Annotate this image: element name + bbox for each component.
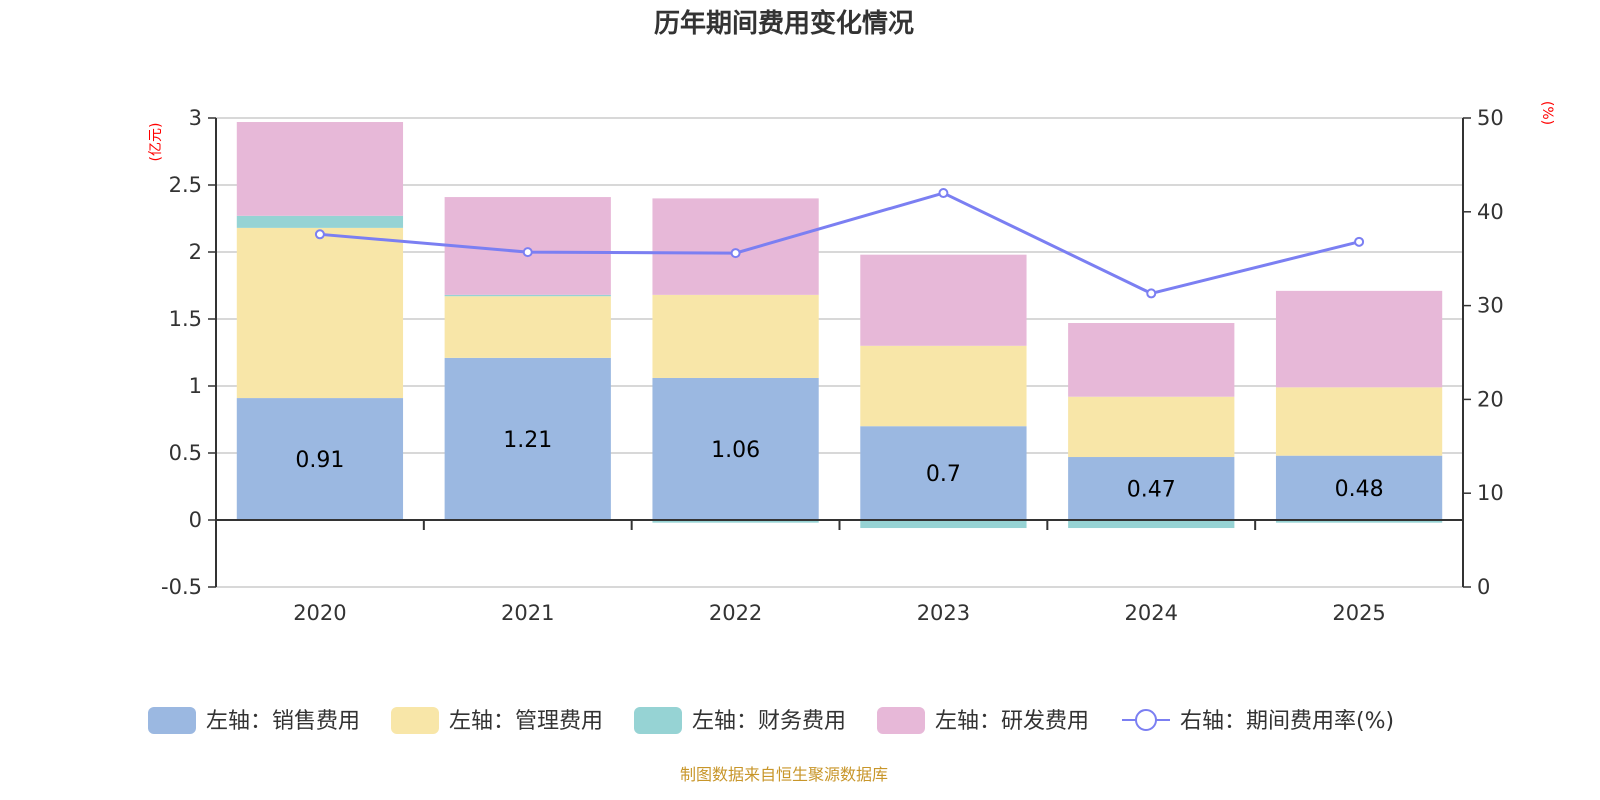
right-axis-unit: (%) (1539, 101, 1555, 125)
rate-point (314, 229, 325, 240)
left-axis-tick-label: 2.5 (169, 173, 202, 197)
bar-segment--2021 (444, 357, 611, 520)
right-axis-tick-label: 40 (1477, 200, 1504, 224)
data-label: 0.48 (1335, 477, 1384, 502)
legend-circle-icon (1135, 709, 1157, 731)
legend-swatch (148, 707, 196, 734)
bar-segment--2020 (236, 215, 404, 228)
bar-segment--2025 (1275, 455, 1443, 520)
legend-swatch (391, 707, 439, 734)
bar-segment--2022 (652, 198, 819, 295)
left-axis-tick-label: 3 (189, 106, 202, 130)
data-labels: 0.91 1.21 1.06 0.7 0.47 0.48 (295, 428, 1383, 503)
bar-segment--2022 (652, 294, 819, 378)
left-axis-unit: (亿元) (148, 123, 164, 162)
rate-line (319, 191, 1360, 295)
bar-segment--2024 (1068, 520, 1235, 529)
bar-segment--2023 (860, 520, 1027, 529)
left-axis-tick-label: 1.5 (169, 307, 202, 331)
x-axis-tick-label: 2023 (917, 601, 970, 625)
right-axis-tick-label: 50 (1477, 106, 1504, 130)
bar-segment--2025 (1275, 520, 1443, 523)
x-axis-tick-label: 2024 (1125, 601, 1178, 625)
bar-segment--2020 (236, 122, 404, 216)
bar-segment--2024 (1068, 457, 1235, 520)
rate-point (1146, 288, 1157, 299)
rate-point (1354, 236, 1365, 247)
right-axis-tick-label: 10 (1477, 481, 1504, 505)
legend: 左轴：销售费用 左轴：管理费用 左轴：财务费用 左轴：研发费用 右轴：期间费用率(%) (148, 707, 1394, 734)
bar-segment--2020 (236, 398, 404, 520)
bar-series (236, 122, 1443, 529)
legend-swatch (877, 707, 925, 734)
bar-segment--2024 (1068, 396, 1235, 458)
bar-segment--2021 (444, 296, 611, 358)
rate-point (730, 248, 741, 259)
right-axis-tick-label: 30 (1477, 294, 1504, 318)
left-axis-tick-label: -0.5 (161, 575, 202, 599)
source-note: 制图数据来自恒生聚源数据库 (680, 765, 888, 784)
x-axis-tick-label: 2025 (1332, 601, 1385, 625)
data-label: 1.06 (711, 438, 760, 463)
left-axis-tick-label: 0.5 (169, 441, 202, 465)
bar-segment--2023 (860, 426, 1027, 520)
legend-swatch (634, 707, 682, 734)
legend-label: 左轴：财务费用 (692, 709, 846, 734)
data-label: 0.7 (926, 462, 961, 487)
left-axis-tick-label: 2 (189, 240, 202, 264)
rate-point (522, 247, 533, 258)
legend-label: 左轴：销售费用 (206, 709, 360, 734)
chart-title: 历年期间费用变化情况 (654, 8, 914, 39)
rate-point (938, 188, 949, 199)
rate-line-series (314, 188, 1365, 299)
bar-segment--2023 (860, 345, 1027, 427)
bar-segment--2020 (236, 227, 404, 399)
legend-label: 左轴：研发费用 (935, 709, 1089, 734)
x-axis-tick-label: 2020 (293, 601, 346, 625)
bar-segment--2025 (1275, 290, 1443, 388)
legend-label: 左轴：管理费用 (449, 709, 603, 734)
right-axis-tick-label: 0 (1477, 575, 1490, 599)
bar-segment--2024 (1068, 323, 1235, 397)
left-axis-tick-label: 1 (189, 374, 202, 398)
bar-segment--2025 (1275, 387, 1443, 456)
data-label: 1.21 (503, 428, 552, 453)
x-axis-tick-label: 2022 (709, 601, 762, 625)
bar-segment--2022 (652, 520, 819, 523)
x-axis-tick-label: 2021 (501, 601, 554, 625)
right-axis-tick-label: 20 (1477, 387, 1504, 411)
bar-segment--2021 (444, 294, 611, 297)
left-axis-tick-label: 0 (189, 508, 202, 532)
bar-segment--2023 (860, 254, 1027, 346)
bar-segment--2022 (652, 377, 819, 520)
legend-label: 右轴：期间费用率(%) (1180, 709, 1394, 734)
data-label: 0.91 (295, 448, 344, 473)
data-label: 0.47 (1127, 478, 1176, 503)
